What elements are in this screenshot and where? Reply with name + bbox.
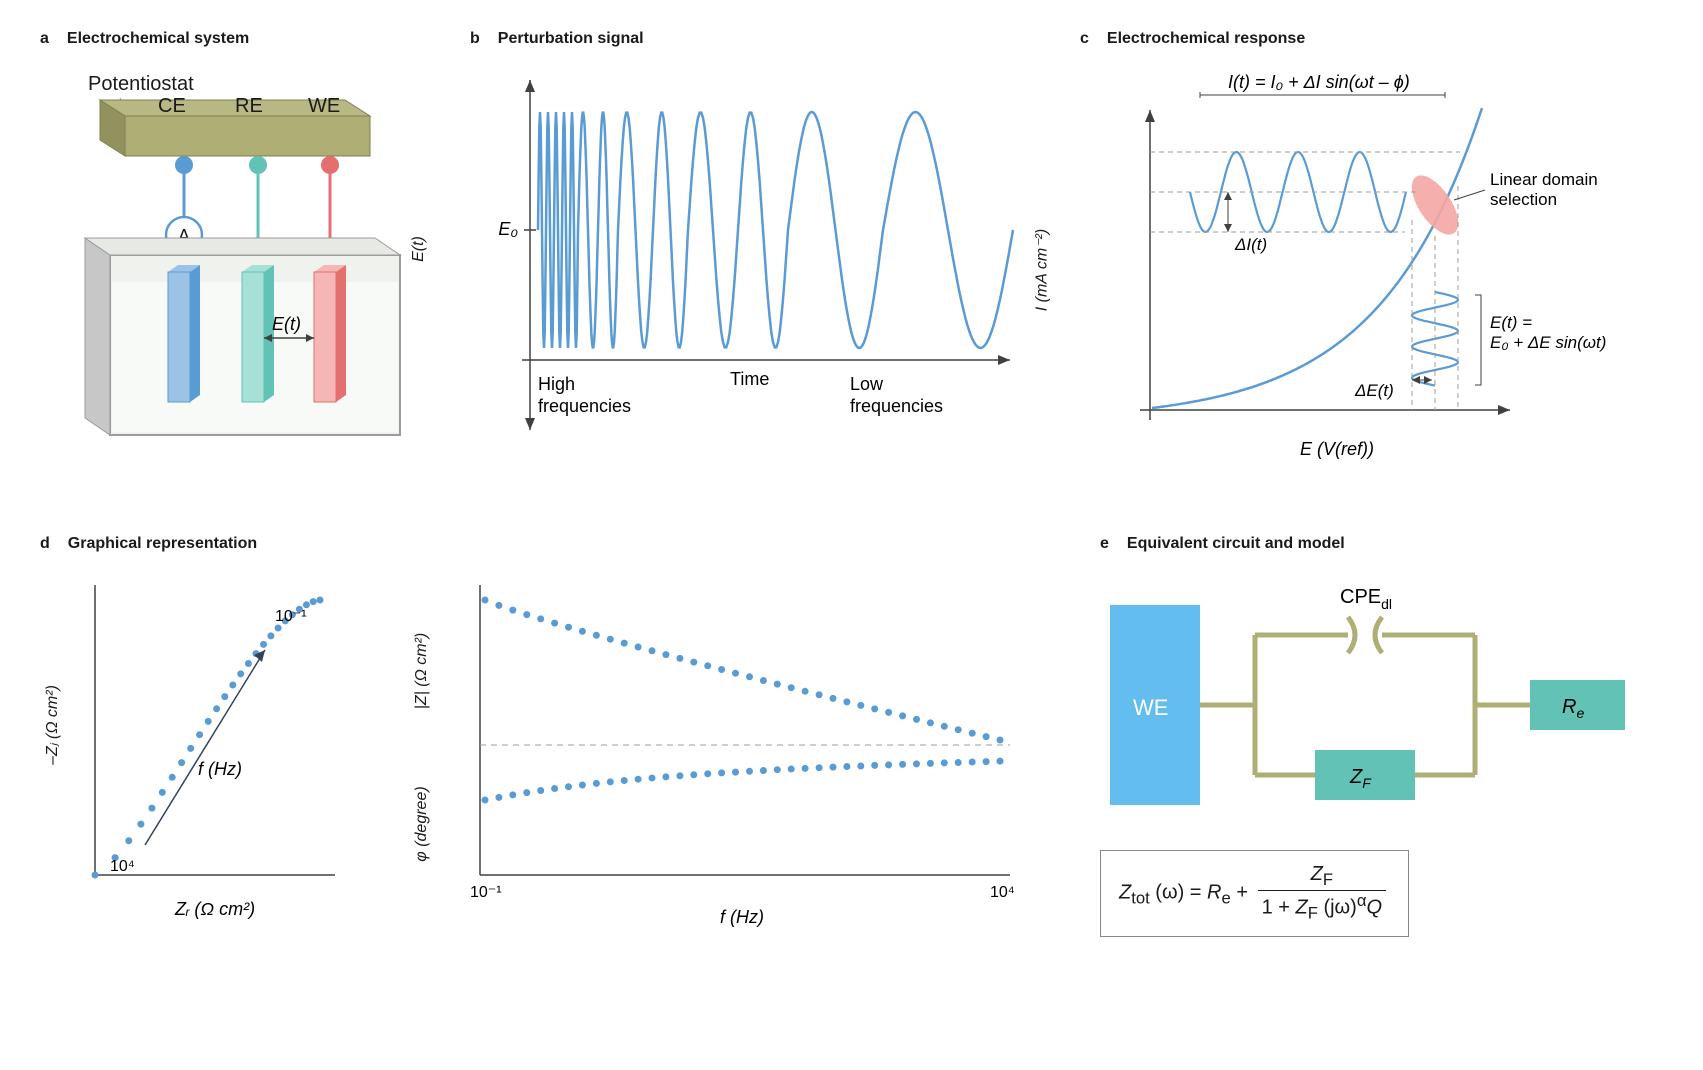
bode-z-dots-icon <box>482 597 1004 744</box>
delta-e-label: ΔE(t) <box>1354 381 1394 400</box>
panel-d: dGraphical representation f (Hz) 10⁴ 10⁻… <box>40 535 1050 937</box>
eq-top: I(t) = I₀ + ΔI sin(ωt – ϕ) <box>1228 72 1410 92</box>
panel-b-ylabel: E(t) <box>410 236 428 262</box>
nyq-xlabel: Zᵣ (Ω cm²) <box>174 899 255 919</box>
eq-side: E(t) =E₀ + ΔE sin(ωt) <box>1490 313 1606 352</box>
nyq-ylabel: –Zⱼ (Ω cm²) <box>42 655 62 795</box>
nyquist-dots-icon <box>92 597 324 879</box>
panel-e-title: eEquivalent circuit and model <box>1100 535 1640 553</box>
svg-text:10⁴: 10⁴ <box>110 858 135 875</box>
svg-text:10⁻¹: 10⁻¹ <box>275 608 307 625</box>
bode-svg: 10⁻¹ 10⁴ f (Hz) <box>410 565 1030 935</box>
delta-i-label: ΔI(t) <box>1234 235 1267 254</box>
panel-a-title: aElectrochemical system <box>40 30 420 48</box>
ce-label: CE <box>158 95 186 117</box>
panel-c-xlabel: E (V(ref)) <box>1300 439 1374 459</box>
fhz-label: f (Hz) <box>198 759 242 779</box>
we-electrode-icon <box>314 265 346 402</box>
cpe-icon <box>1348 617 1382 653</box>
svg-text:10⁴: 10⁴ <box>990 884 1015 901</box>
bode-phi-dots-icon <box>482 758 1004 804</box>
panel-b-lf: Lowfrequencies <box>850 374 943 416</box>
equation-box: Ztot (ω) = Re + ZF 1 + ZF (jω)αQ <box>1100 850 1409 937</box>
chirp-wave-icon <box>538 112 1013 348</box>
nyquist-svg: f (Hz) 10⁴ 10⁻¹ Zᵣ (Ω cm²) <box>40 565 350 935</box>
ce-electrode-icon <box>168 265 200 402</box>
panel-b-xlabel: Time <box>730 369 769 389</box>
panel-c-ylabel: I (mA cm⁻²) <box>1031 229 1051 312</box>
lds-label: Linear domainselection <box>1490 170 1598 209</box>
svg-text:E(t): E(t) <box>272 314 301 334</box>
re-label: RE <box>235 95 263 117</box>
panel-a: aElectrochemical system Potentiostat CE … <box>40 30 420 475</box>
cpe-label: CPEdl <box>1340 586 1392 612</box>
bode-y1: |Z| (Ω cm²) <box>413 601 431 741</box>
panel-e: eEquivalent circuit and model WE CPEdl Z… <box>1100 535 1640 937</box>
we-label: WE <box>308 95 340 117</box>
panel-a-svg: Potentiostat CE RE WE <box>40 60 420 470</box>
panel-b-e0: E₀ <box>498 219 518 239</box>
panel-e-svg: WE CPEdl ZF Re <box>1100 565 1640 845</box>
svg-text:10⁻¹: 10⁻¹ <box>470 884 502 901</box>
panel-b: bPerturbation signal E₀ Time Highfrequen… <box>470 30 1030 475</box>
iv-curve-icon <box>1152 108 1482 408</box>
panel-d-title: dGraphical representation <box>40 535 1050 553</box>
potentiostat-label: Potentiostat <box>88 73 194 95</box>
svg-text:WE: WE <box>1133 695 1168 720</box>
panel-c-title: cElectrochemical response <box>1080 30 1640 48</box>
panel-b-svg: E₀ Time Highfrequencies Lowfrequencies <box>470 60 1030 470</box>
bode-y2: φ (degree) <box>413 754 431 894</box>
panel-c-svg: I(t) = I₀ + ΔI sin(ωt – ϕ) ΔI(t) <box>1080 60 1640 470</box>
panel-c: cElectrochemical response I(t) = I₀ + ΔI… <box>1080 30 1640 475</box>
bode-xlabel: f (Hz) <box>720 907 764 927</box>
panel-b-title: bPerturbation signal <box>470 30 1030 48</box>
panel-b-hf: Highfrequencies <box>538 374 631 416</box>
re-electrode-icon <box>242 265 274 402</box>
